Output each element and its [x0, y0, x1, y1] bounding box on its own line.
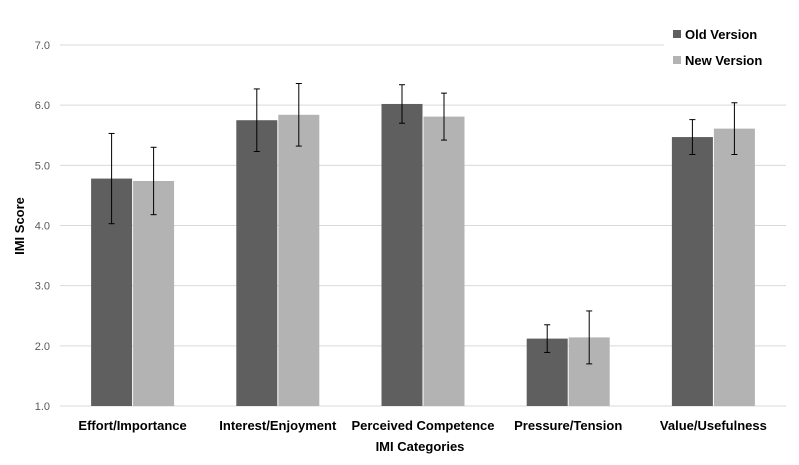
- x-tick-label: Effort/Importance: [78, 418, 186, 433]
- y-tick-label: 6.0: [35, 100, 50, 112]
- bar: [133, 180, 175, 406]
- y-tick-label: 2.0: [35, 341, 50, 353]
- legend-background: [664, 22, 786, 78]
- y-tick-label: 1.0: [35, 401, 50, 413]
- x-axis-title: IMI Categories: [376, 439, 465, 454]
- bar: [236, 120, 278, 406]
- error-bars: [108, 83, 738, 365]
- y-axis-ticks: 1.0 2.0 3.0 4.0 5.0 6.0 7.0: [35, 40, 50, 413]
- x-tick-label: Interest/Enjoyment: [219, 418, 337, 433]
- legend-label: Old Version: [685, 27, 757, 42]
- bars: [91, 103, 755, 407]
- legend: Old Version New Version: [664, 22, 786, 78]
- legend-swatch: [673, 56, 681, 64]
- y-tick-label: 3.0: [35, 281, 50, 293]
- bar: [671, 137, 713, 406]
- bar: [381, 103, 423, 407]
- bar: [278, 114, 320, 406]
- x-tick-label: Value/Usefulness: [660, 418, 767, 433]
- y-tick-label: 7.0: [35, 40, 50, 52]
- gridlines: [60, 44, 786, 407]
- y-tick-label: 5.0: [35, 160, 50, 172]
- legend-label: New Version: [685, 53, 762, 68]
- x-axis-tick-labels: Effort/Importance Interest/Enjoyment Perce…: [78, 418, 766, 433]
- x-tick-label: Pressure/Tension: [514, 418, 622, 433]
- bar: [423, 116, 465, 407]
- x-tick-label: Perceived Competence: [351, 418, 494, 433]
- y-axis-title: IMI Score: [12, 197, 27, 255]
- legend-swatch: [673, 30, 681, 38]
- bar: [713, 128, 755, 407]
- y-tick-label: 4.0: [35, 221, 50, 233]
